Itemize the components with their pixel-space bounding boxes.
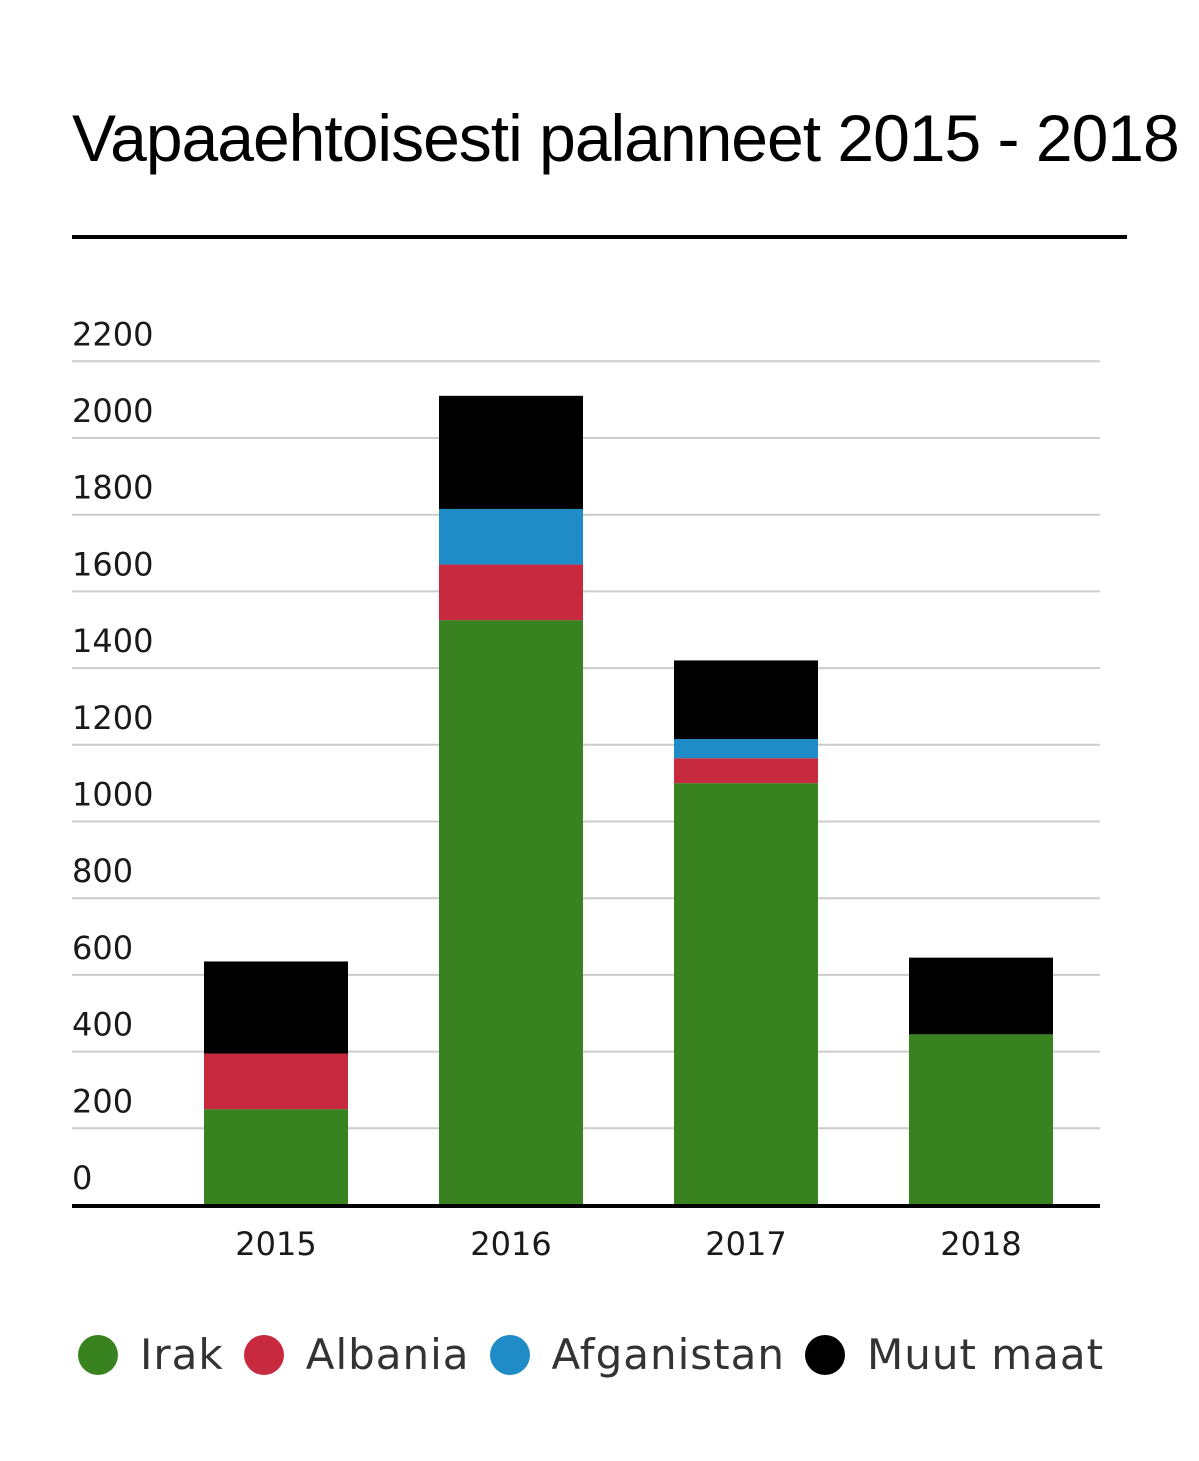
y-tick-label-0: 0 [72,1159,92,1197]
legend-item-irak: Irak [78,1330,224,1379]
y-tick-label-2200: 2200 [72,315,153,353]
legend-item-muut-maat: Muut maat [804,1330,1105,1379]
bar-2018-muut-maat [909,957,1053,1035]
bar-2016-muut-maat [439,395,583,509]
y-tick-label-1800: 1800 [72,469,153,507]
bar-2017-afganistan [674,739,818,759]
bar-2015-irak [204,1109,348,1205]
y-axis-ticks: 0 200 400 600 800 1000 1200 1400 1600 1800 2000 220… [72,315,153,1197]
legend-label-afganistan: Afganistan [551,1330,785,1379]
bar-2017-irak [674,783,818,1205]
chart-title: Vapaaehtoisesti palanneet 2015 - 2018 [72,101,1180,175]
bar-2015-albania [204,1053,348,1110]
y-tick-label-1600: 1600 [72,545,153,583]
x-tick-label-2015: 2015 [235,1225,316,1263]
y-tick-label-1200: 1200 [72,699,153,737]
y-tick-label-1400: 1400 [72,622,153,660]
x-axis-ticks: 2015 2016 2017 2018 [235,1225,1021,1263]
y-tick-label-600: 600 [72,929,133,967]
x-tick-label-2017: 2017 [705,1225,786,1263]
y-tick-label-2000: 2000 [72,392,153,430]
x-tick-label-2018: 2018 [940,1225,1021,1263]
legend-label-muut-maat: Muut maat [866,1330,1105,1379]
legend: Irak Albania Afganistan Muut maat [78,1330,1124,1379]
bars [204,395,1053,1205]
legend-swatch-irak [78,1334,118,1375]
y-tick-label-1000: 1000 [72,776,153,814]
legend-item-afganistan: Afganistan [489,1330,785,1379]
y-tick-label-400: 400 [72,1006,133,1044]
bar-2017-muut-maat [674,660,818,740]
title-divider [72,235,1127,239]
y-tick-label-200: 200 [72,1082,133,1120]
y-tick-label-800: 800 [72,852,133,890]
bar-2016-irak [439,620,583,1205]
bar-2016-albania [439,564,583,621]
bar-2018-irak [909,1034,1053,1205]
bar-2015-muut-maat [204,961,348,1054]
legend-swatch-albania [243,1334,284,1375]
bar-2017-albania [674,758,818,784]
bar-2016-afganistan [439,508,583,565]
legend-swatch-afganistan [489,1334,530,1375]
x-tick-label-2016: 2016 [470,1225,551,1263]
legend-label-irak: Irak [140,1330,224,1379]
legend-swatch-muut-maat [804,1334,845,1375]
legend-label-albania: Albania [305,1330,470,1379]
legend-item-albania: Albania [243,1330,470,1379]
